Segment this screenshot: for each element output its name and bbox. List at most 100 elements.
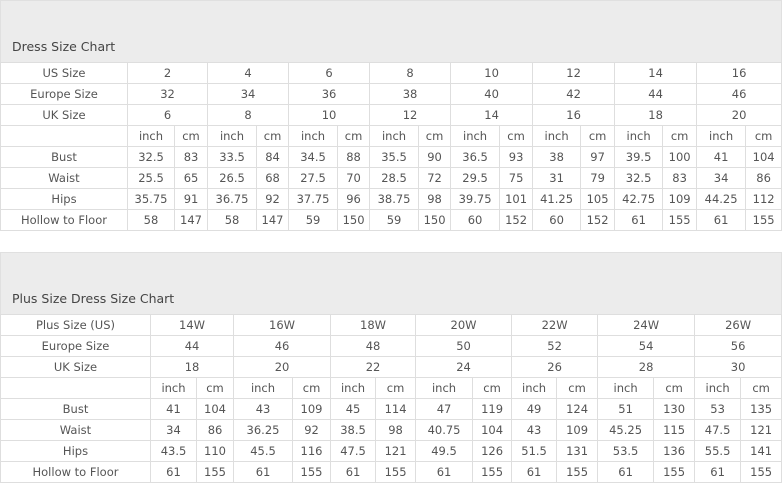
measure-cell: 32.5 <box>614 167 664 189</box>
measure-cell: 43.5 <box>150 440 197 462</box>
measure-cell: 59 <box>369 209 420 231</box>
measure-cell: 49 <box>511 398 558 420</box>
size-cell: 26 <box>511 356 599 378</box>
chart-title: Dress Size Chart <box>12 39 116 54</box>
measure-cell: 35.75 <box>127 188 175 210</box>
size-cell: 20 <box>696 104 783 126</box>
unit-cm: cm <box>472 377 513 399</box>
unit-inch: inch <box>127 125 175 147</box>
measure-cell: 51 <box>597 398 655 420</box>
measure-cell: 61 <box>694 461 742 483</box>
unit-cm: cm <box>195 377 235 399</box>
measure-cell: 31 <box>532 167 582 189</box>
size-cell: 20W <box>415 314 513 336</box>
measure-cell: 60 <box>532 209 582 231</box>
size-row: Plus Size (US) 14W 16W 18W 20W 22W 24W 26W <box>0 314 783 336</box>
measure-cell: 70 <box>337 167 371 189</box>
measure-cell: 61 <box>511 461 558 483</box>
measure-cell: 34 <box>696 167 747 189</box>
measure-cell: 61 <box>696 209 747 231</box>
measure-cell: 27.5 <box>288 167 339 189</box>
size-cell: 52 <box>511 335 599 357</box>
unit-cm: cm <box>256 125 290 147</box>
unit-cm: cm <box>375 377 417 399</box>
measure-cell: 68 <box>256 167 290 189</box>
measure-cell: 155 <box>195 461 235 483</box>
unit-inch: inch <box>369 125 420 147</box>
measure-cell: 39.75 <box>450 188 501 210</box>
measure-cell: 96 <box>337 188 371 210</box>
unit-inch: inch <box>694 377 742 399</box>
size-cell: 44 <box>614 83 698 105</box>
unit-cm: cm <box>740 377 783 399</box>
row-label: Plus Size (US) <box>0 314 151 336</box>
measure-cell: 72 <box>418 167 452 189</box>
unit-cm: cm <box>653 377 696 399</box>
unit-cm: cm <box>418 125 452 147</box>
chart-header: Plus Size Dress Size Chart <box>0 252 782 314</box>
size-cell: 14W <box>149 314 235 336</box>
row-label: Waist <box>0 167 128 189</box>
measure-cell: 155 <box>472 461 513 483</box>
measure-cell: 55.5 <box>694 440 742 462</box>
size-cell: 6 <box>126 104 209 126</box>
measure-cell: 49.5 <box>415 440 474 462</box>
unit-inch: inch <box>597 377 655 399</box>
unit-inch: inch <box>532 125 582 147</box>
unit-cm: cm <box>556 377 599 399</box>
measure-cell: 98 <box>418 188 452 210</box>
measure-cell: 114 <box>375 398 417 420</box>
measure-cell: 141 <box>740 440 783 462</box>
row-label: UK Size <box>0 104 128 126</box>
measure-cell: 109 <box>662 188 698 210</box>
measure-cell: 110 <box>195 440 235 462</box>
measure-cell: 41.25 <box>532 188 582 210</box>
measure-cell: 124 <box>556 398 599 420</box>
measure-cell: 41 <box>150 398 197 420</box>
measure-cell: 26.5 <box>207 167 258 189</box>
measure-cell: 83 <box>662 167 698 189</box>
measure-cell: 104 <box>745 146 783 168</box>
measure-cell: 61 <box>233 461 294 483</box>
size-cell: 46 <box>233 335 332 357</box>
size-cell: 32 <box>126 83 209 105</box>
empty-cell <box>0 125 128 147</box>
measure-cell: 147 <box>173 209 209 231</box>
measure-cell: 59 <box>288 209 339 231</box>
size-cell: 28 <box>597 356 696 378</box>
measure-cell: 121 <box>740 419 783 441</box>
unit-cm: cm <box>662 125 698 147</box>
measure-cell: 155 <box>662 209 698 231</box>
measure-cell: 86 <box>745 167 783 189</box>
measure-row: Waist 34 86 36.25 92 38.5 98 40.75 104 43 109 45.25… <box>0 419 783 441</box>
measure-cell: 115 <box>653 419 696 441</box>
unit-cm: cm <box>292 377 332 399</box>
measure-cell: 53.5 <box>597 440 655 462</box>
size-cell: 2 <box>126 62 209 84</box>
measure-cell: 61 <box>415 461 474 483</box>
row-label: Hips <box>0 188 128 210</box>
measure-cell: 104 <box>472 419 513 441</box>
size-cell: 34 <box>207 83 290 105</box>
size-cell: 22 <box>330 356 417 378</box>
unit-inch: inch <box>233 377 294 399</box>
measure-cell: 121 <box>375 440 417 462</box>
measure-cell: 47 <box>415 398 474 420</box>
measure-cell: 47.5 <box>330 440 377 462</box>
measure-cell: 155 <box>745 209 783 231</box>
size-cell: 16 <box>696 62 783 84</box>
measure-row: Hollow to Floor 58 147 58 147 59 150 59 150 60 152… <box>0 209 783 231</box>
measure-cell: 91 <box>173 188 209 210</box>
size-cell: 6 <box>288 62 371 84</box>
size-cell: 20 <box>233 356 332 378</box>
size-cell: 18 <box>614 104 698 126</box>
measure-cell: 42.75 <box>614 188 664 210</box>
measure-cell: 150 <box>418 209 452 231</box>
size-row: Europe Size 44 46 48 50 52 54 56 <box>0 335 783 357</box>
size-cell: 22W <box>511 314 599 336</box>
measure-cell: 38.75 <box>369 188 420 210</box>
measure-cell: 86 <box>195 419 235 441</box>
measure-cell: 28.5 <box>369 167 420 189</box>
measure-row: Hollow to Floor 61 155 61 155 61 155 61 155 61 155… <box>0 461 783 483</box>
measure-cell: 101 <box>499 188 534 210</box>
